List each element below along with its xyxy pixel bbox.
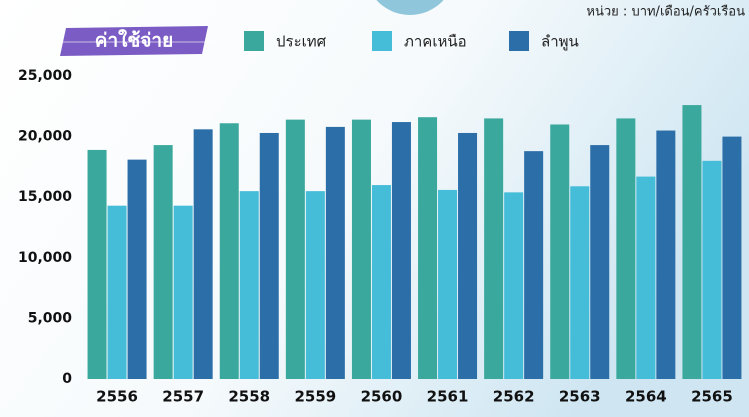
bar [326,127,345,379]
bar [418,117,437,379]
x-tick-label: 2559 [294,388,336,406]
y-tick-label: 20,000 [18,129,72,145]
bar [550,124,569,379]
bar [722,137,741,379]
x-tick-label: 2562 [493,388,535,406]
y-tick-label: 0 [62,371,72,387]
x-tick-label: 2565 [691,388,733,406]
bar [174,206,193,379]
legend-swatch [509,31,529,51]
chart-title: ค่าใช้จ่าย [95,29,174,52]
bar [194,129,213,379]
x-tick-label: 2563 [559,388,601,406]
bar [286,120,305,379]
bar [702,161,721,379]
bar [616,118,635,379]
legend-swatch [372,31,392,51]
bar [372,185,391,379]
bar [260,133,279,379]
legend-label: ประเทศ [276,33,327,51]
legend-label: ภาคเหนือ [404,33,467,51]
x-tick-label: 2560 [361,388,403,406]
bar [220,123,239,379]
x-tick-label: 2561 [427,388,469,406]
legend-label: ลำพูน [541,33,579,51]
legend-swatch [244,31,264,51]
bar [524,151,543,379]
chart: หน่วย : บาท/เดือน/ครัวเรือน ค่าใช้จ่าย 0… [0,0,749,417]
bar [570,186,589,379]
y-tick-label: 5,000 [28,310,73,326]
bar [108,206,127,379]
y-tick-label: 15,000 [18,189,72,205]
bar [682,105,701,379]
bar [88,150,107,379]
bar [590,145,609,379]
x-tick-label: 2564 [625,388,667,406]
bar [656,131,675,379]
bar [392,122,411,379]
x-tick-label: 2556 [96,388,138,406]
bar [306,191,325,379]
bar [484,118,503,379]
bar [352,120,371,379]
bar [438,190,457,379]
bar [240,191,259,379]
bar [128,160,147,379]
y-tick-label: 25,000 [18,68,72,84]
y-tick-label: 10,000 [18,250,72,266]
bar [458,133,477,379]
x-tick-label: 2558 [228,388,270,406]
x-tick-label: 2557 [162,388,204,406]
unit-label: หน่วย : บาท/เดือน/ครัวเรือน [586,4,745,20]
bar [636,177,655,379]
bar [154,145,173,379]
bar [504,192,523,379]
